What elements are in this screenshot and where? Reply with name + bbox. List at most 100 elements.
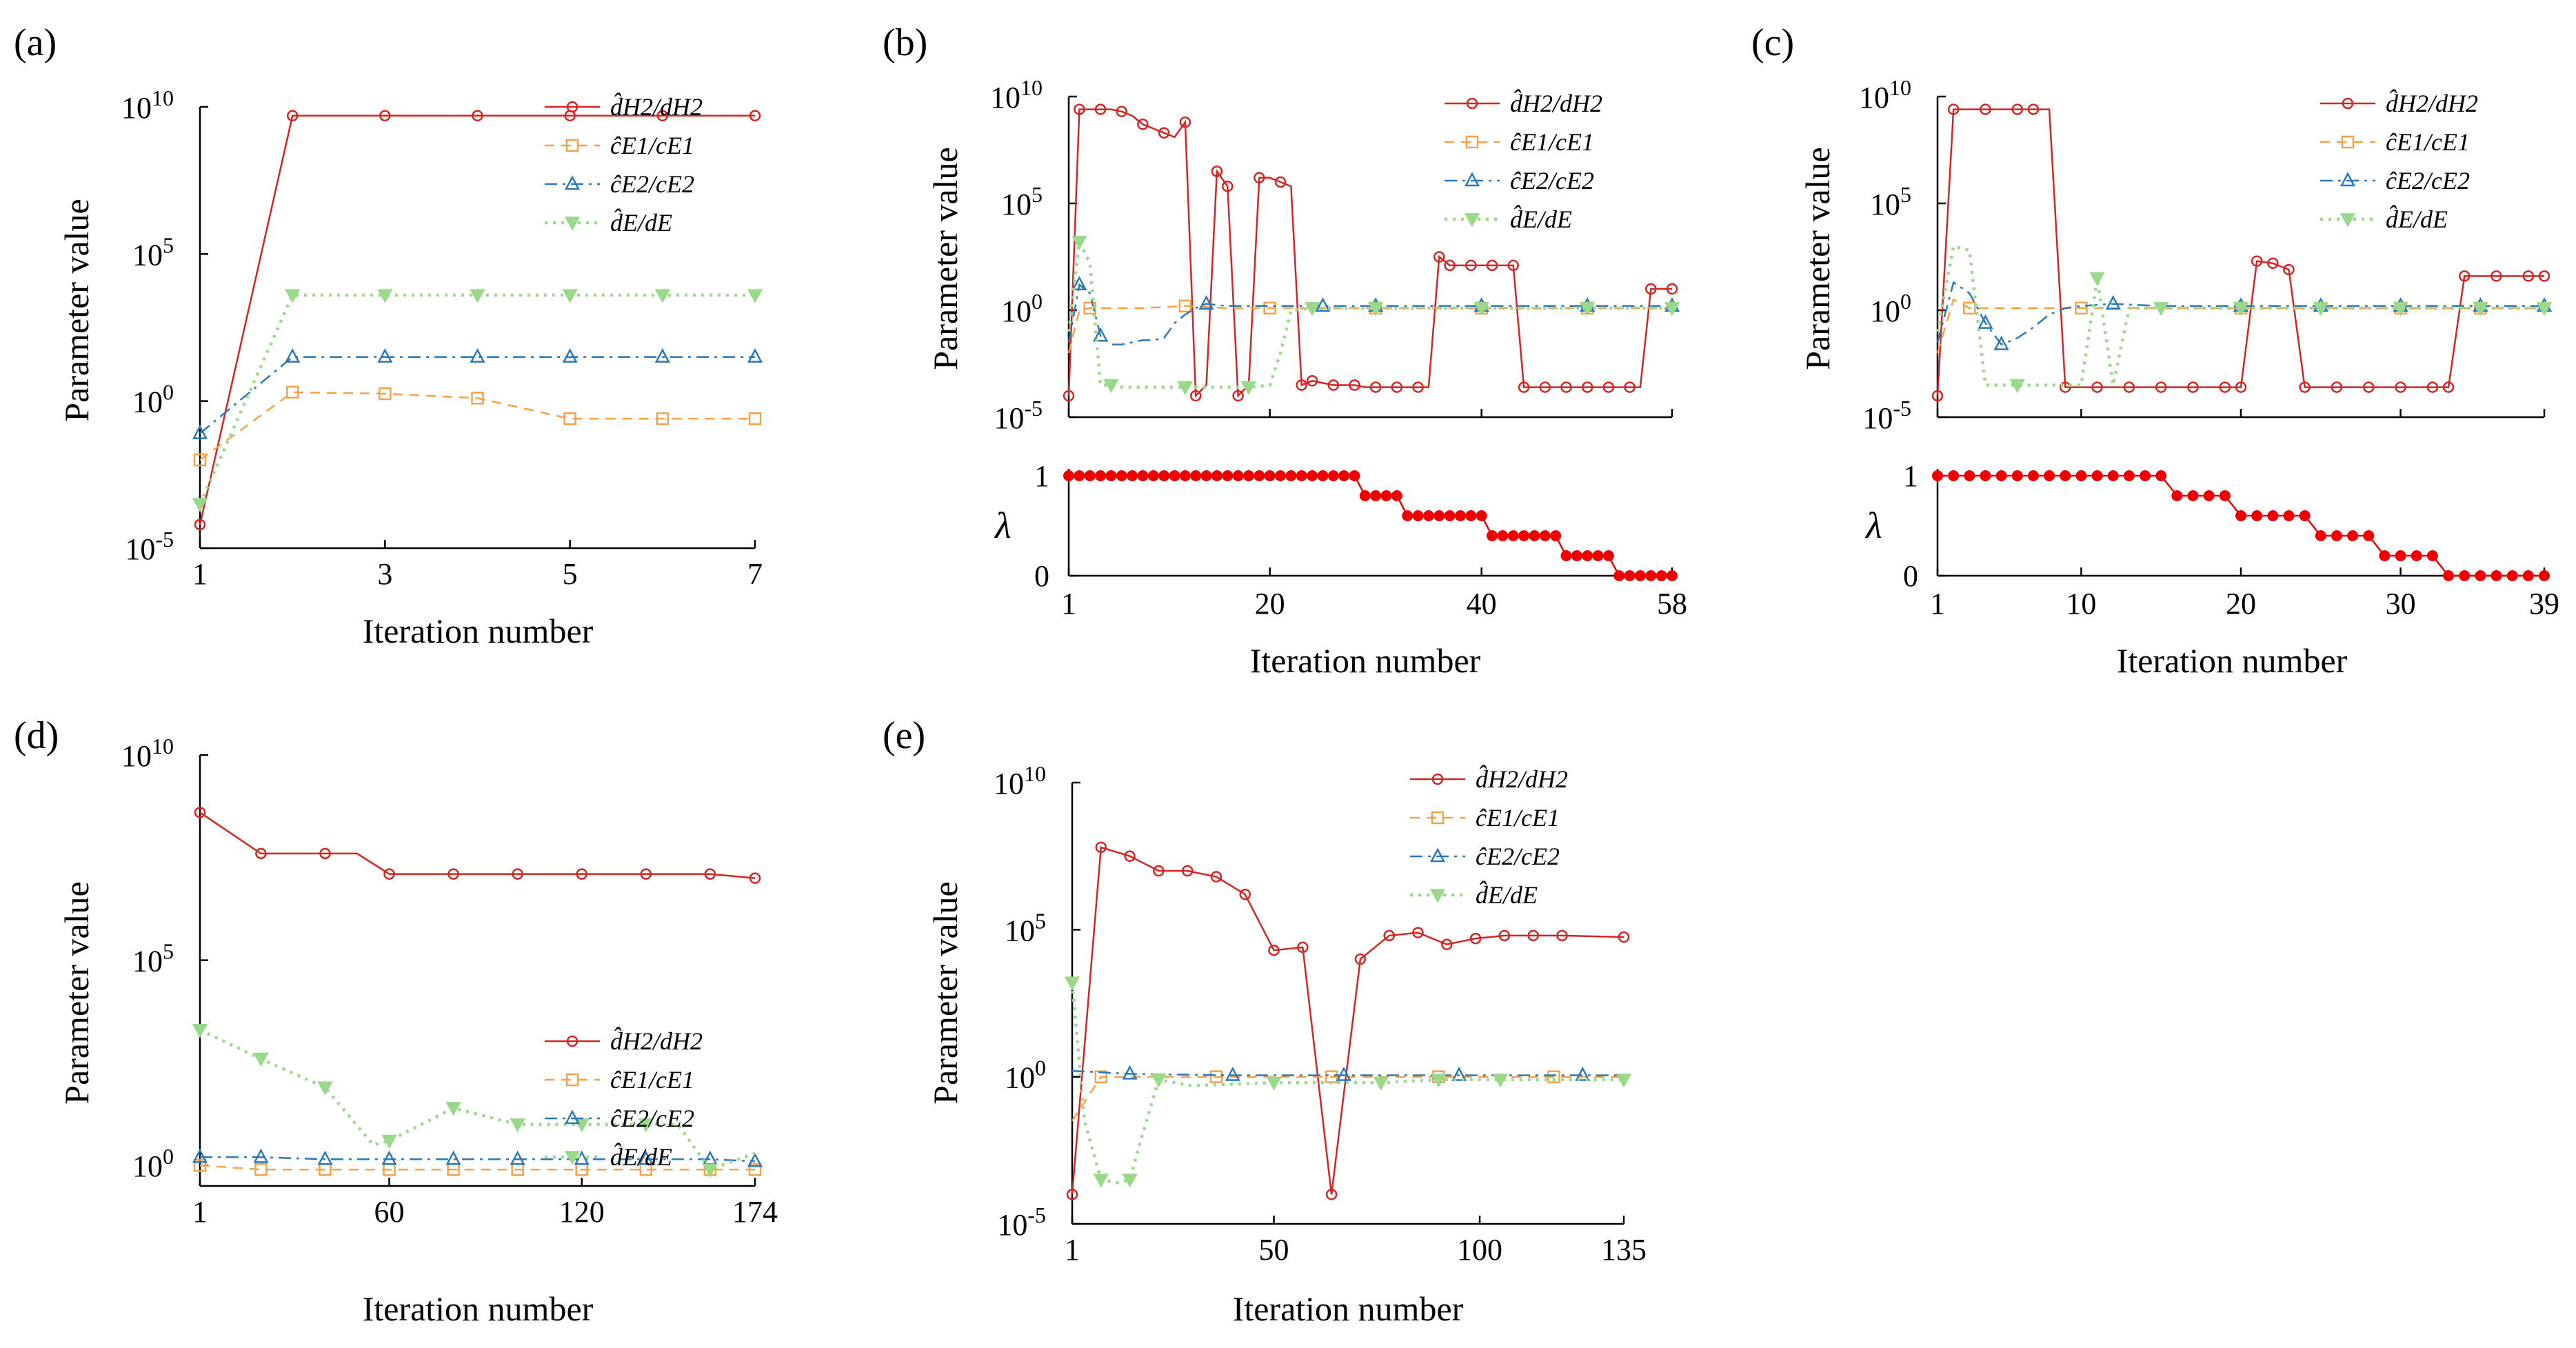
lambda-point <box>1285 470 1297 481</box>
data-point-h2 <box>319 847 331 860</box>
legend-label-de: d̂E/dE <box>1510 205 1572 233</box>
data-point-e2 <box>747 1152 763 1167</box>
data-point-e1 <box>471 392 484 405</box>
lambda-point <box>2267 510 2279 521</box>
y-tick-label: 1010 <box>121 85 174 125</box>
lambda-y-tick-label: 1 <box>1903 459 1918 493</box>
data-point-de <box>1373 1076 1389 1091</box>
y-tick-label: 105 <box>1005 908 1046 947</box>
lambda-point <box>1359 490 1371 501</box>
lambda-point <box>1127 470 1138 481</box>
lambda-point <box>1529 530 1540 541</box>
lambda-point <box>1645 570 1657 581</box>
y-axis-label-d: Parameter value <box>57 881 96 1104</box>
legend-label-e2: ĉE2/cE2 <box>1476 843 1560 870</box>
x-tick-label: 60 <box>374 1195 405 1229</box>
data-point-e2 <box>1978 314 1993 329</box>
lambda-point <box>1487 530 1498 541</box>
data-point-de <box>1304 302 1320 316</box>
legend-label-e1: ĉE1/cE1 <box>2386 128 2470 156</box>
data-point-e2 <box>381 1150 397 1165</box>
x-tick-label: 100 <box>1457 1233 1502 1267</box>
legend-label-e2: ĉE2/cE2 <box>1510 167 1594 194</box>
data-point-de <box>2313 302 2329 316</box>
lambda-point <box>2395 550 2406 561</box>
legend: d̂H2/dH2 ĉE1/cE1 ĉE2/cE2 d̂E/dE <box>1445 89 1602 233</box>
x-tick-label: 1 <box>192 1195 208 1229</box>
series-de <box>192 1024 756 1178</box>
lambda-point <box>1338 470 1350 481</box>
data-point-h2 <box>749 872 761 884</box>
data-point-h2 <box>1433 251 1445 263</box>
data-point-h2 <box>2091 381 2103 393</box>
lambda-point <box>2475 570 2486 581</box>
series-line-e1 <box>199 1164 755 1171</box>
x-tick-label: 7 <box>747 557 763 591</box>
data-point-e2 <box>317 1150 333 1165</box>
data-point-de <box>284 289 301 303</box>
lambda-point <box>1571 550 1582 561</box>
series-h2 <box>194 807 761 884</box>
y-tick-label: 105 <box>1001 182 1043 221</box>
lambda-point <box>2443 570 2455 581</box>
x-axis-label-a: Iteration number <box>363 612 594 650</box>
data-point-e1 <box>285 385 299 399</box>
lambda-point <box>1179 470 1191 481</box>
data-point-h2 <box>1222 180 1234 192</box>
data-point-de <box>747 289 763 303</box>
series-line-e2 <box>1936 281 2544 346</box>
data-point-de <box>1367 302 1384 316</box>
data-point-h2 <box>379 110 391 122</box>
data-point-de <box>1431 1074 1447 1088</box>
data-point-h2 <box>194 519 206 531</box>
data-point-e2 <box>510 1150 525 1165</box>
data-point-e2 <box>253 1148 269 1163</box>
data-point-e2 <box>192 424 208 439</box>
plot-area-a: 1 3 5 7 1010 105 100 10-5 d̂H2/dH2 ĉE1/cE1 ĉE2/cE2… <box>121 85 763 591</box>
y-axis-label-e: Parameter value <box>926 881 965 1104</box>
legend-label-e1: ĉE1/cE1 <box>610 1066 694 1094</box>
data-point-h2 <box>2426 381 2439 393</box>
data-point-h2 <box>2235 381 2247 393</box>
data-point-de <box>2153 302 2169 316</box>
data-point-h2 <box>1124 850 1136 862</box>
data-point-e1 <box>193 1158 207 1172</box>
data-point-de <box>1151 1074 1167 1088</box>
lambda-point <box>2171 490 2183 501</box>
data-point-h2 <box>1618 931 1630 943</box>
legend-label-de: d̂E/dE <box>610 1143 672 1171</box>
data-point-h2 <box>749 110 761 122</box>
data-point-h2 <box>1354 953 1367 965</box>
lambda-point <box>2522 570 2534 581</box>
legend: d̂H2/dH2 ĉE1/cE1 ĉE2/cE2 d̂E/dE <box>545 1027 703 1171</box>
x-tick-label: 40 <box>1467 587 1497 621</box>
lambda-point <box>1539 530 1551 541</box>
data-point-h2 <box>1486 259 1498 272</box>
data-point-e1 <box>748 1163 762 1176</box>
data-point-h2 <box>512 868 523 880</box>
data-point-h2 <box>1412 381 1424 393</box>
x-tick-label: 135 <box>1601 1233 1647 1267</box>
legend-label-e1: ĉE1/cE1 <box>610 132 694 159</box>
panel-label-d: (d) <box>14 714 59 757</box>
lambda-point <box>1634 570 1646 581</box>
x-tick-label: 1 <box>192 557 208 591</box>
data-point-e2 <box>192 1148 208 1163</box>
y-tick-label: 105 <box>132 232 174 272</box>
data-point-h2 <box>1297 941 1309 954</box>
data-point-h2 <box>1063 390 1075 402</box>
y-tick-label: 105 <box>1870 182 1911 221</box>
lambda-point <box>1063 470 1074 481</box>
data-point-e2 <box>747 348 763 363</box>
data-point-e2 <box>1092 327 1109 342</box>
data-point-de <box>1664 302 1680 316</box>
legend-label-de: d̂E/dE <box>610 208 672 237</box>
lambda-point <box>2251 510 2263 521</box>
data-point-h2 <box>1518 381 1530 393</box>
data-point-de <box>1103 379 1119 394</box>
lambda-point <box>2347 530 2359 541</box>
data-point-h2 <box>194 807 206 818</box>
data-point-h2 <box>1947 103 1960 115</box>
lambda-point <box>2075 470 2087 481</box>
y-tick-label: 10-5 <box>997 1203 1046 1242</box>
